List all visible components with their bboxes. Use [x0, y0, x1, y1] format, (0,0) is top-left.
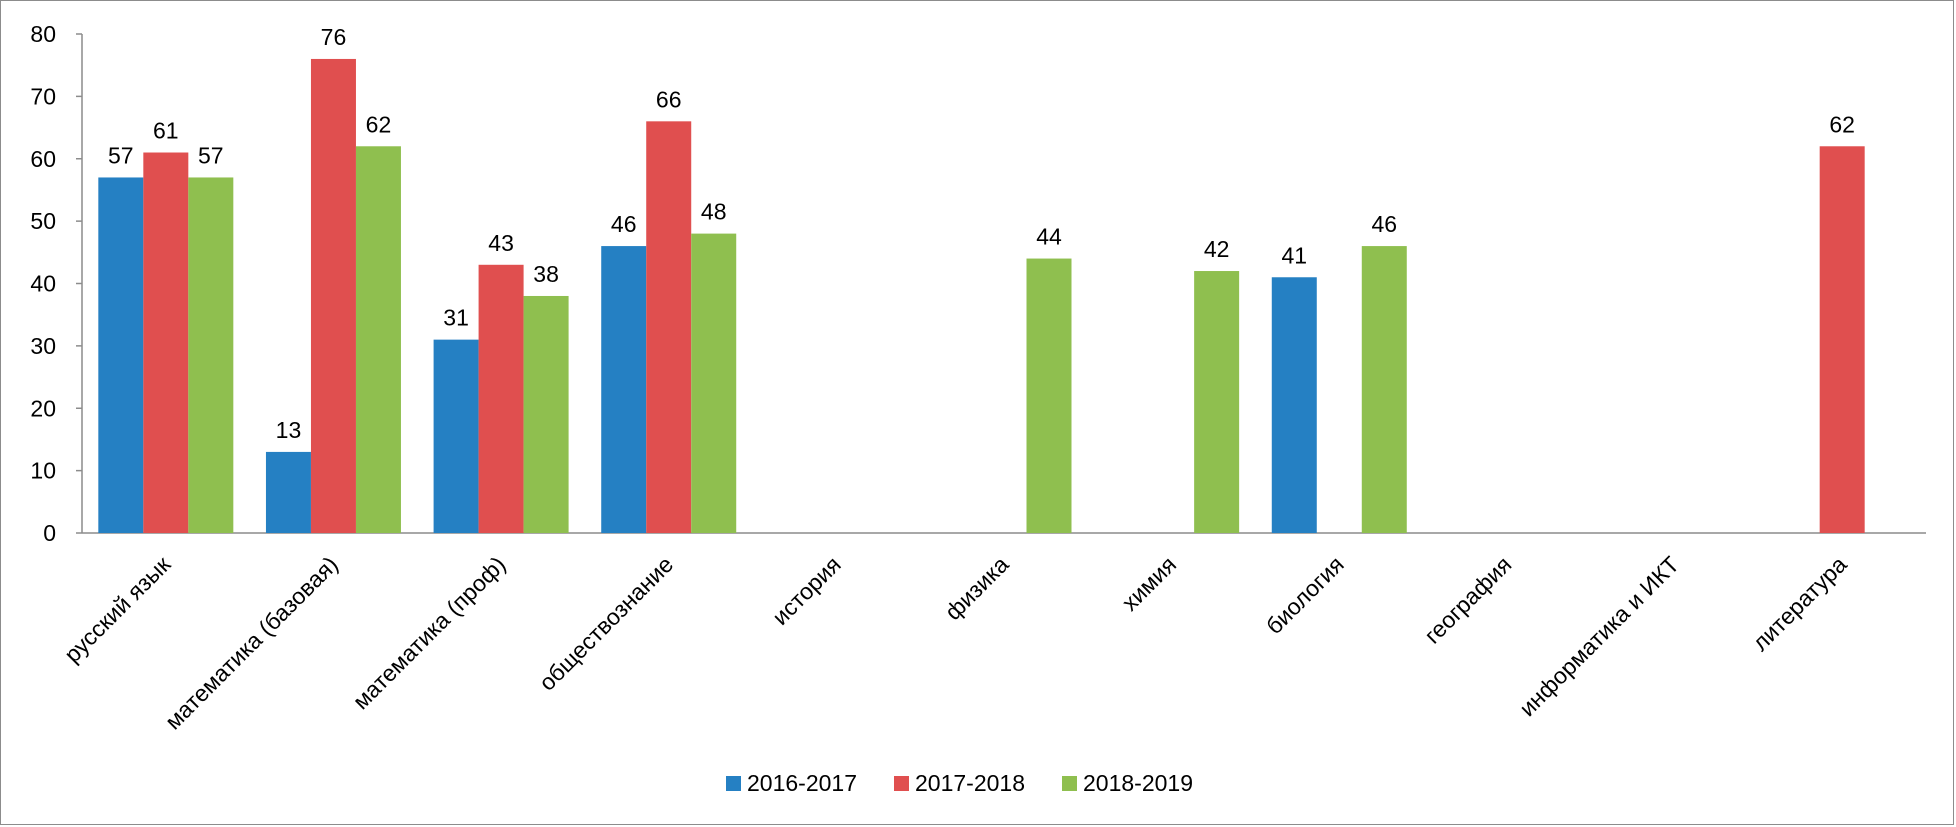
- legend-swatch: [726, 776, 741, 791]
- y-tick-label: 30: [30, 333, 56, 359]
- x-category-label: физика: [940, 551, 1014, 625]
- bar: [646, 121, 692, 533]
- bar: [1361, 246, 1407, 533]
- y-tick-label: 0: [43, 520, 56, 546]
- data-label: 66: [656, 86, 682, 112]
- bar: [1026, 258, 1072, 533]
- y-tick-label: 50: [30, 208, 56, 234]
- legend-label: 2018-2019: [1083, 770, 1193, 796]
- y-tick-label: 80: [30, 21, 56, 47]
- legend-swatch: [894, 776, 909, 791]
- bar: [98, 177, 144, 533]
- legend-swatch: [1062, 776, 1077, 791]
- data-label: 76: [321, 24, 347, 50]
- x-category-label: химия: [1116, 551, 1181, 616]
- y-tick-label: 10: [30, 458, 56, 484]
- legend-label: 2017-2018: [915, 770, 1025, 796]
- data-label: 57: [108, 142, 134, 168]
- bar: [265, 451, 311, 533]
- bar: [188, 177, 234, 533]
- bars: [98, 58, 1865, 533]
- x-category-label: география: [1419, 551, 1516, 648]
- x-category-label: информатика и ИКТ: [1514, 551, 1684, 721]
- bar: [523, 295, 569, 533]
- data-label: 44: [1036, 224, 1062, 250]
- data-label: 46: [1371, 211, 1397, 237]
- y-axis-ticks: 0 10 20 30 40 50 60 70 80: [30, 21, 82, 546]
- x-category-label: математика (проф): [348, 551, 511, 714]
- y-tick-label: 70: [30, 83, 56, 109]
- x-category-label: история: [767, 551, 846, 630]
- bar: [143, 152, 189, 533]
- y-tick-label: 60: [30, 146, 56, 172]
- data-labels: 57 13 31 46 41 61 76 43 66 62 57 62 38 48 44 42 46: [108, 24, 1855, 443]
- y-tick-label: 40: [30, 271, 56, 297]
- y-tick-label: 20: [30, 395, 56, 421]
- x-category-label: русский язык: [59, 550, 176, 667]
- data-label: 61: [153, 118, 179, 144]
- bar: [355, 146, 401, 533]
- bar: [310, 58, 356, 533]
- data-label: 31: [443, 305, 469, 331]
- x-category-label: математика (базовая): [160, 551, 343, 734]
- bar: [691, 233, 737, 533]
- data-label: 43: [488, 230, 514, 256]
- data-label: 57: [198, 142, 224, 168]
- data-label: 46: [611, 211, 637, 237]
- legend: 2016-2017 2017-2018 2018-2019: [726, 770, 1193, 796]
- x-category-label: биология: [1261, 551, 1349, 639]
- data-label: 38: [533, 261, 559, 287]
- data-label: 62: [1829, 111, 1855, 137]
- bar: [601, 246, 647, 533]
- data-label: 42: [1204, 236, 1230, 262]
- legend-label: 2016-2017: [747, 770, 857, 796]
- x-category-label: обществознание: [534, 551, 678, 695]
- data-label: 13: [276, 417, 302, 443]
- data-label: 48: [701, 199, 727, 225]
- bar: [1819, 146, 1865, 533]
- bar: [1271, 277, 1317, 533]
- x-category-label: литература: [1747, 551, 1852, 656]
- bar: [1194, 271, 1240, 533]
- data-label: 62: [366, 111, 392, 137]
- data-label: 41: [1281, 242, 1307, 268]
- bar: [433, 339, 479, 533]
- bar: [478, 264, 524, 533]
